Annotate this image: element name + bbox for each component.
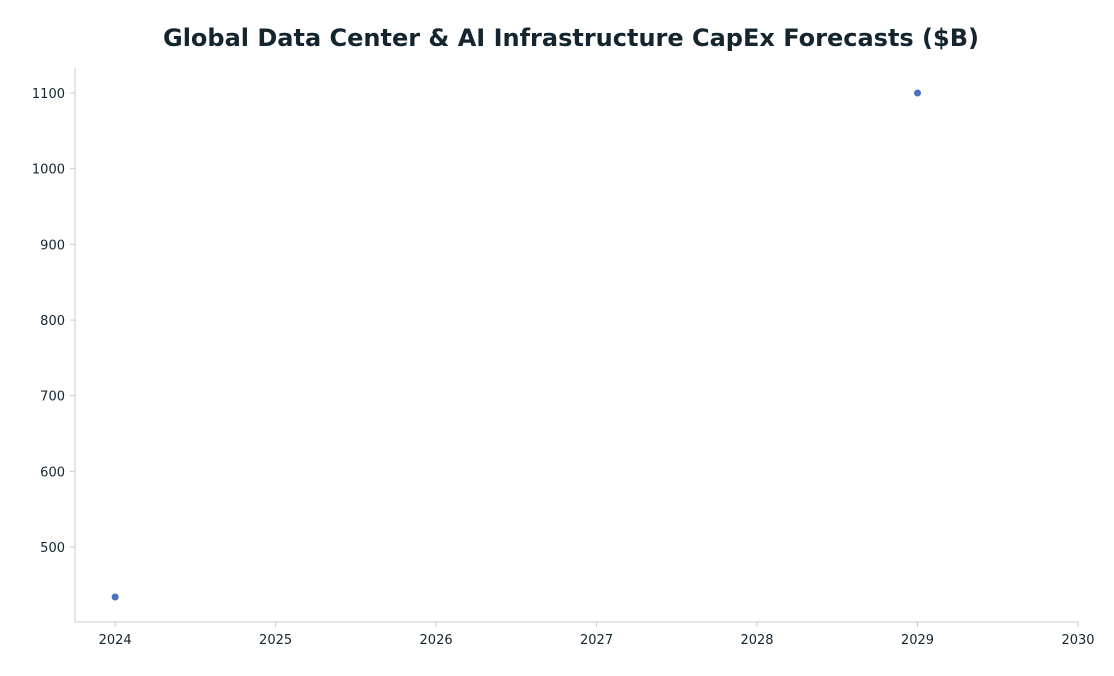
data-point (111, 593, 119, 601)
x-tick-label: 2024 (99, 633, 132, 648)
y-tick-label: 800 (40, 314, 65, 329)
y-tick-label: 900 (40, 238, 65, 253)
data-points (111, 89, 922, 601)
x-ticks: 2024 2025 2026 2027 2028 2029 2030 (99, 622, 1095, 648)
y-tick-label: 500 (40, 541, 65, 556)
axes (74, 68, 1078, 623)
x-tick-label: 2029 (901, 633, 934, 648)
x-tick-label: 2028 (740, 633, 773, 648)
data-point (914, 89, 922, 97)
y-tick-label: 700 (40, 390, 65, 405)
x-tick-label: 2026 (420, 633, 453, 648)
y-tick-label: 1100 (32, 87, 65, 102)
x-tick-label: 2025 (259, 633, 292, 648)
x-tick-label: 2030 (1061, 633, 1094, 648)
y-ticks: 500 600 700 800 900 1000 1100 (32, 87, 75, 556)
y-tick-label: 1000 (32, 163, 65, 178)
y-tick-label: 600 (40, 465, 65, 480)
x-tick-label: 2027 (580, 633, 613, 648)
chart-title: Global Data Center & AI Infrastructure C… (163, 24, 979, 52)
